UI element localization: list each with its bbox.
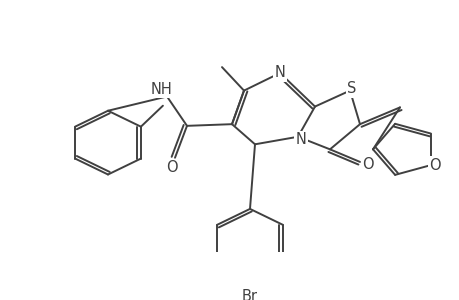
Text: S: S [347,81,356,96]
Text: Br: Br [241,289,257,300]
Text: NH: NH [151,82,173,97]
Text: O: O [361,157,373,172]
Text: N: N [295,132,306,147]
Text: O: O [428,158,440,172]
Text: N: N [274,65,285,80]
Text: O: O [166,160,178,175]
